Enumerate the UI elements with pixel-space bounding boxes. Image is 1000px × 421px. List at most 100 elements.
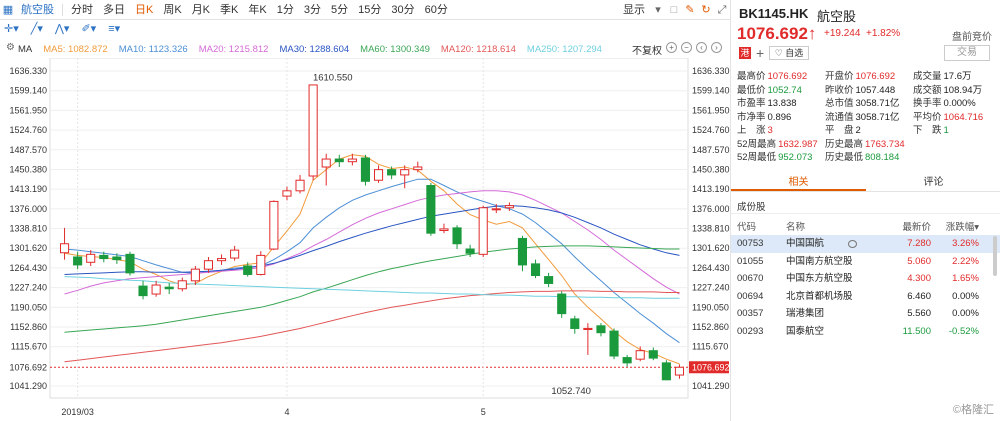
- grid-icon[interactable]: ▦: [2, 3, 14, 16]
- table-header: 代码 名称 最新价 涨跌幅▾: [731, 219, 1000, 233]
- y-tick-label-left: 1227.240: [9, 283, 47, 293]
- last-price: 1076.692↑: [737, 24, 817, 43]
- candle-body: [635, 350, 645, 360]
- y-tick-label-right: 1227.240: [692, 283, 730, 293]
- scrollbar[interactable]: [993, 236, 997, 276]
- candle-body: [308, 84, 318, 177]
- period-tab-0[interactable]: 分时: [71, 3, 93, 16]
- sector-title: 航空股: [21, 3, 54, 16]
- row-change-pct: 0.00%: [952, 290, 979, 302]
- ma-legend-item-1: MA10: 1123.326: [118, 43, 188, 55]
- square-icon[interactable]: □: [670, 3, 678, 16]
- candle-body: [478, 207, 488, 255]
- header-change-pct[interactable]: 涨跌幅▾: [945, 222, 979, 233]
- table-row[interactable]: 00753 中国国航 7.280 3.26%: [731, 235, 1000, 253]
- y-tick-label-right: 1413.190: [692, 184, 730, 194]
- line-tool-icon[interactable]: ╱▾: [30, 23, 43, 35]
- candle-body: [295, 179, 305, 192]
- table-row[interactable]: 01055 中国南方航空股 5.060 2.22%: [731, 253, 1000, 271]
- table-row[interactable]: 00694 北京首都机场股 6.460 0.00%: [731, 288, 1000, 306]
- candle-body: [230, 249, 240, 259]
- zoom-in-icon[interactable]: +: [666, 42, 677, 53]
- pencil-icon[interactable]: ✎: [685, 3, 695, 16]
- candle-body: [138, 285, 148, 297]
- period-tab-9[interactable]: 5分: [330, 3, 349, 16]
- refresh-icon[interactable]: ↻: [701, 3, 711, 16]
- display-menu[interactable]: 显示: [623, 3, 645, 16]
- eye-icon[interactable]: [848, 240, 857, 248]
- candlestick-chart[interactable]: 1636.330 1636.330 1599.140 1599.140 1561.950…: [0, 58, 730, 421]
- drawing-tools: ✛▾ ╱▾ ⋀▾ ✐▾ ≡▾: [4, 22, 120, 35]
- header-name[interactable]: 名称: [786, 222, 806, 233]
- period-tab-2[interactable]: 日K: [135, 3, 154, 16]
- y-tick-label-left: 1264.430: [9, 263, 47, 273]
- quote-value: 1064.716: [943, 111, 984, 123]
- candle-body: [86, 253, 96, 263]
- quote-row: 市净率 0.896 流通值 3058.71亿 平均价 1064.716: [737, 109, 999, 123]
- y-tick-label-left: 1450.380: [9, 164, 47, 174]
- quote-label: 成交额: [913, 84, 942, 96]
- candle-body: [557, 293, 567, 315]
- layers-tool-icon[interactable]: ≡▾: [108, 23, 121, 35]
- ma-line-ma5: [64, 154, 680, 365]
- adjust-mode-label[interactable]: 不复权: [632, 46, 662, 57]
- path-tool-icon[interactable]: ⋀▾: [54, 23, 70, 35]
- quote-value: 1052.74: [767, 84, 802, 96]
- candle-body: [413, 166, 423, 171]
- watchlist-button[interactable]: ♡ 自选: [769, 46, 809, 60]
- header-code[interactable]: 代码: [737, 222, 757, 233]
- row-change-pct: 0.00%: [952, 308, 979, 319]
- tab-1[interactable]: 评论: [923, 177, 944, 188]
- gear-icon[interactable]: ⚙: [6, 42, 15, 53]
- constituents-table: 00753 中国国航 7.280 3.26% 01055 中国南方航空股 5.060 2.22…: [731, 235, 1000, 340]
- row-code: 00753: [737, 238, 764, 249]
- period-tab-11[interactable]: 30分: [391, 3, 415, 16]
- y-tick-label-right: 1338.810: [692, 224, 730, 234]
- ma-legend-item-3: MA30: 1288.604: [279, 43, 350, 55]
- table-row[interactable]: 00293 国泰航空 11.500 -0.52%: [731, 323, 1000, 341]
- plus-icon[interactable]: +: [756, 45, 765, 61]
- quote-grid: 最高价 1076.692 开盘价 1076.692 成交量 17.6万 最低价 1052.74…: [737, 68, 999, 163]
- period-tab-6[interactable]: 年K: [248, 3, 267, 16]
- candle-body: [59, 243, 70, 254]
- row-code: 01055: [737, 255, 764, 267]
- quote-label: 平 盘: [825, 125, 854, 136]
- pan-left-icon[interactable]: ‹: [696, 42, 707, 53]
- candle-body: [216, 258, 227, 262]
- period-tab-10[interactable]: 15分: [358, 3, 382, 16]
- pan-right-icon[interactable]: ›: [711, 42, 722, 53]
- zoom-out-icon[interactable]: −: [681, 42, 692, 53]
- table-row[interactable]: 00670 中国东方航空股 4.300 1.65%: [731, 270, 1000, 288]
- candle-body: [203, 260, 214, 270]
- header-price[interactable]: 最新价: [902, 222, 931, 233]
- chevron-down-icon[interactable]: ▾: [655, 3, 661, 16]
- period-tab-8[interactable]: 3分: [303, 3, 321, 16]
- y-tick-label-right: 1487.570: [692, 145, 730, 155]
- table-row[interactable]: 00357 瑞港集团 5.560 0.00%: [731, 305, 1000, 323]
- period-tab-12[interactable]: 60分: [424, 3, 448, 16]
- tab-0[interactable]: 相关: [731, 174, 866, 191]
- x-tick-label: 5: [481, 407, 486, 417]
- panel-tabs: 相关 评论: [731, 174, 1000, 192]
- period-tab-5[interactable]: 季K: [220, 3, 239, 16]
- period-tab-4[interactable]: 月K: [191, 3, 211, 16]
- expand-icon[interactable]: ⤢: [717, 3, 727, 16]
- trade-button[interactable]: 交易: [944, 45, 990, 61]
- brush-tool-icon[interactable]: ✐▾: [81, 23, 97, 35]
- quote-label: 最高价: [737, 71, 766, 82]
- period-tab-3[interactable]: 周K: [163, 3, 182, 16]
- ma-legend-item-6: MA250: 1207.294: [526, 43, 602, 55]
- quote-cell: 最高价 1076.692: [737, 68, 807, 82]
- y-tick-label-right: 1599.140: [692, 86, 730, 96]
- period-tab-7[interactable]: 1分: [276, 3, 294, 16]
- period-tab-1[interactable]: 多日: [103, 3, 125, 16]
- crosshair-icon[interactable]: ✛▾: [4, 23, 19, 35]
- quote-value: 13.838: [767, 98, 797, 109]
- row-price: 11.500: [902, 325, 931, 337]
- quote-value: 1: [943, 125, 949, 136]
- candle-body: [465, 248, 475, 254]
- y-tick-label-right: 1636.330: [692, 66, 730, 76]
- quote-value: 3058.71亿: [855, 98, 900, 109]
- ma-line-ma120: [64, 290, 680, 363]
